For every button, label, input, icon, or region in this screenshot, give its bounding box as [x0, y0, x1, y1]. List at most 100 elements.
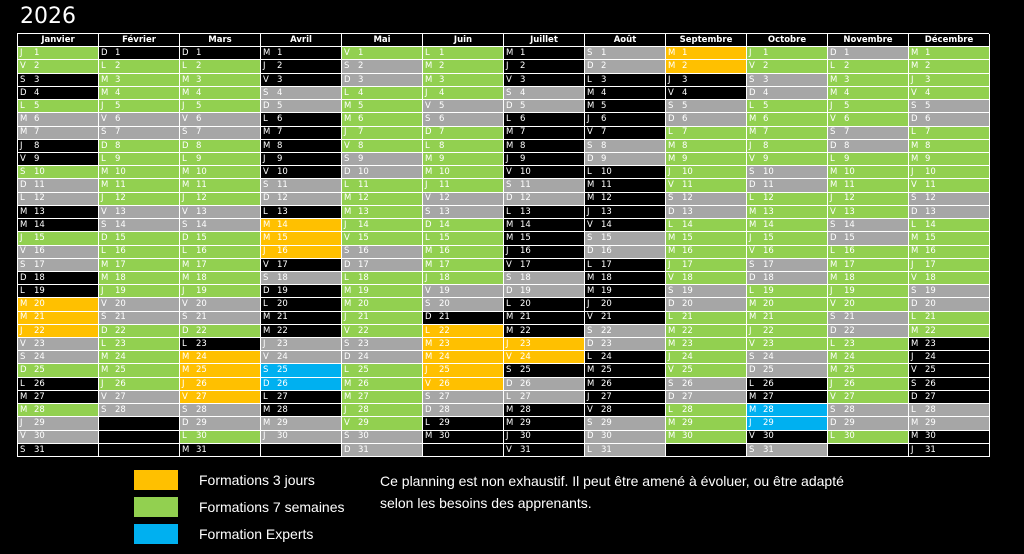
day-letter: L	[830, 61, 835, 72]
day-number: 13	[763, 206, 774, 217]
day-number: 8	[196, 140, 202, 151]
month-header: Juillet	[504, 34, 585, 48]
day-number: 24	[763, 352, 774, 363]
day-cell: D 25	[747, 364, 828, 378]
day-number: 13	[844, 206, 855, 217]
day-number: 1	[196, 48, 202, 59]
day-letter: L	[911, 219, 916, 230]
day-letter: V	[182, 391, 188, 402]
day-letter: M	[425, 153, 433, 164]
day-number: 8	[34, 140, 40, 151]
day-cell: M 17	[423, 258, 504, 272]
day-cell: D 16	[585, 245, 666, 259]
day-number: 18	[34, 272, 45, 283]
day-number: 4	[358, 87, 364, 98]
day-number: 15	[601, 233, 612, 244]
day-letter: M	[668, 338, 676, 349]
day-number: 19	[115, 286, 126, 297]
day-number: 21	[196, 312, 207, 323]
day-cell: L 21	[909, 311, 990, 325]
day-cell: D 18	[747, 271, 828, 286]
day-cell: V 17	[261, 258, 342, 272]
day-number: 2	[34, 61, 40, 72]
day-number: 27	[682, 391, 693, 402]
day-letter: M	[911, 338, 919, 349]
day-number: 23	[682, 338, 693, 349]
day-number: 4	[925, 87, 931, 98]
day-letter: M	[182, 259, 190, 270]
day-cell: M 12	[585, 192, 666, 206]
day-letter: L	[182, 246, 187, 257]
day-cell: S 15	[585, 232, 666, 246]
day-cell: V 25	[666, 364, 747, 378]
day-cell: D 25	[18, 364, 99, 378]
day-number: 3	[682, 74, 688, 85]
day-number: 14	[601, 219, 612, 230]
day-cell: J 25	[423, 364, 504, 378]
day-cell: V 19	[423, 285, 504, 299]
day-number: 6	[925, 114, 931, 125]
day-cell: S 29	[585, 417, 666, 431]
day-number: 3	[196, 74, 202, 85]
day-letter: J	[425, 180, 428, 191]
day-cell: L 22	[423, 324, 504, 339]
day-cell: D 18	[18, 271, 99, 286]
day-cell: M 10	[180, 166, 261, 180]
day-number: 5	[358, 100, 364, 111]
day-letter: V	[830, 391, 836, 402]
day-letter: S	[668, 100, 674, 111]
day-number: 21	[277, 312, 288, 323]
day-cell: V 11	[666, 179, 747, 193]
day-cell: M 27	[747, 390, 828, 405]
day-cell: J 23	[261, 338, 342, 352]
day-cell: S 23	[342, 338, 423, 352]
day-cell: M 29	[504, 417, 585, 431]
day-letter: M	[344, 193, 352, 204]
day-cell: M 29	[666, 417, 747, 431]
day-cell: L 20	[504, 298, 585, 312]
day-number: 31	[34, 444, 45, 455]
day-number: 8	[115, 140, 121, 151]
day-number: 31	[763, 444, 774, 455]
day-number: 7	[34, 127, 40, 138]
day-letter: J	[749, 233, 752, 244]
day-number: 20	[925, 299, 936, 310]
day-letter: M	[263, 140, 271, 151]
day-number: 1	[925, 48, 931, 59]
day-number: 16	[196, 246, 207, 257]
day-letter: V	[101, 114, 107, 125]
day-number: 26	[763, 378, 774, 389]
day-cell: V 23	[18, 338, 99, 352]
day-cell: M 19	[585, 285, 666, 299]
day-cell: M 25	[180, 364, 261, 378]
day-letter: J	[344, 404, 347, 415]
day-letter: J	[506, 338, 509, 349]
day-number: 7	[682, 127, 688, 138]
day-number: 7	[358, 127, 364, 138]
day-letter: D	[425, 312, 432, 323]
day-letter: V	[668, 180, 674, 191]
day-number: 19	[196, 286, 207, 297]
day-number: 9	[763, 153, 769, 164]
day-cell: D 26	[261, 377, 342, 391]
day-number: 11	[439, 180, 450, 191]
empty-cell	[99, 443, 180, 457]
day-cell: M 24	[180, 351, 261, 365]
day-number: 26	[601, 378, 612, 389]
day-cell: L 26	[747, 377, 828, 391]
day-number: 28	[196, 404, 207, 415]
day-letter: M	[425, 167, 433, 178]
day-cell: S 11	[504, 179, 585, 193]
day-number: 21	[439, 312, 450, 323]
day-number: 4	[844, 87, 850, 98]
day-number: 20	[358, 299, 369, 310]
day-letter: V	[749, 246, 755, 257]
day-letter: L	[911, 312, 916, 323]
